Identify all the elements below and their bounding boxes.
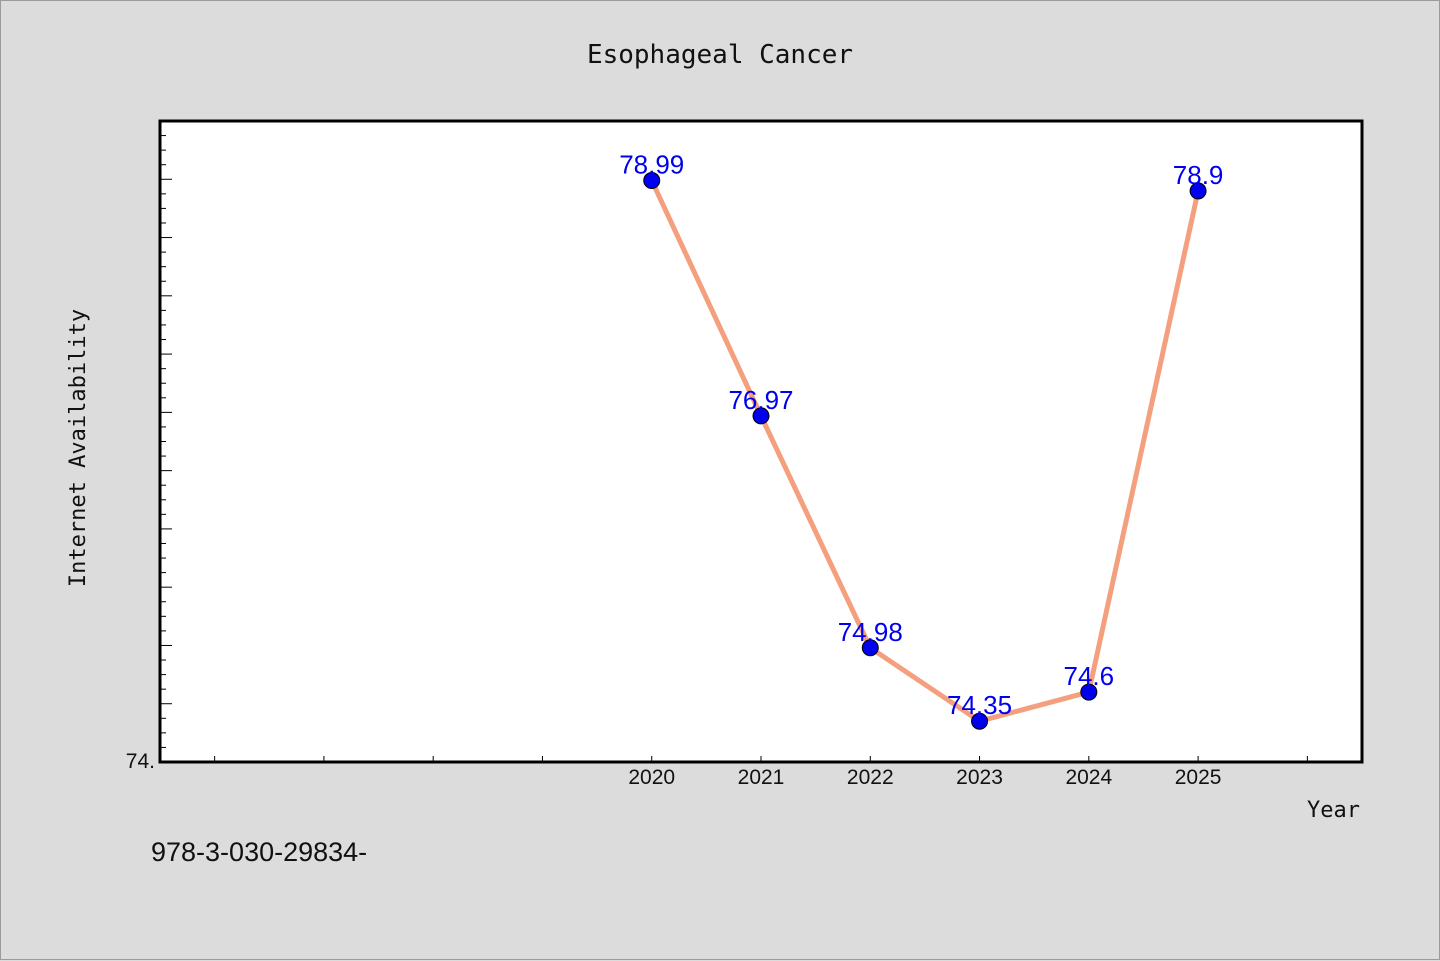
footer-code: 978-3-030-29834- bbox=[151, 837, 368, 867]
x-tick-label: 2020 bbox=[628, 766, 675, 789]
plot-area bbox=[158, 119, 1364, 764]
chart-title: Esophageal Cancer bbox=[587, 40, 853, 70]
x-tick-label: 2025 bbox=[1175, 766, 1222, 789]
data-label: 78.9 bbox=[1173, 160, 1224, 190]
data-point bbox=[1080, 683, 1098, 701]
data-point bbox=[861, 639, 879, 657]
x-tick-label: 2024 bbox=[1065, 766, 1112, 789]
data-label: 78.99 bbox=[619, 149, 684, 179]
y-axis-ticks bbox=[160, 135, 172, 763]
series-line-group bbox=[649, 177, 1201, 724]
data-point bbox=[971, 712, 989, 730]
data-point bbox=[643, 171, 661, 189]
y-tick-label: 74. bbox=[126, 750, 155, 773]
series-line bbox=[649, 177, 1201, 724]
x-tick-label: 2021 bbox=[738, 766, 785, 789]
x-tick-label: 2023 bbox=[956, 766, 1003, 789]
x-tick-label: 2022 bbox=[847, 766, 894, 789]
data-label: 76.97 bbox=[728, 385, 793, 415]
data-point bbox=[752, 407, 770, 425]
x-axis-label: Year bbox=[1307, 798, 1360, 823]
y-axis-label: Internet Availability bbox=[66, 309, 91, 587]
data-label: 74.6 bbox=[1064, 661, 1115, 691]
data-point bbox=[1189, 182, 1207, 200]
data-labels-group: 78.99 76.97 74.98 74.35 74.6 78.9 bbox=[619, 149, 1223, 720]
x-axis-ticks: 2020 2021 2022 2023 2024 2025 bbox=[214, 756, 1308, 789]
series-points-group bbox=[643, 171, 1207, 730]
data-label: 74.98 bbox=[838, 617, 903, 647]
data-label: 74.35 bbox=[947, 690, 1012, 720]
